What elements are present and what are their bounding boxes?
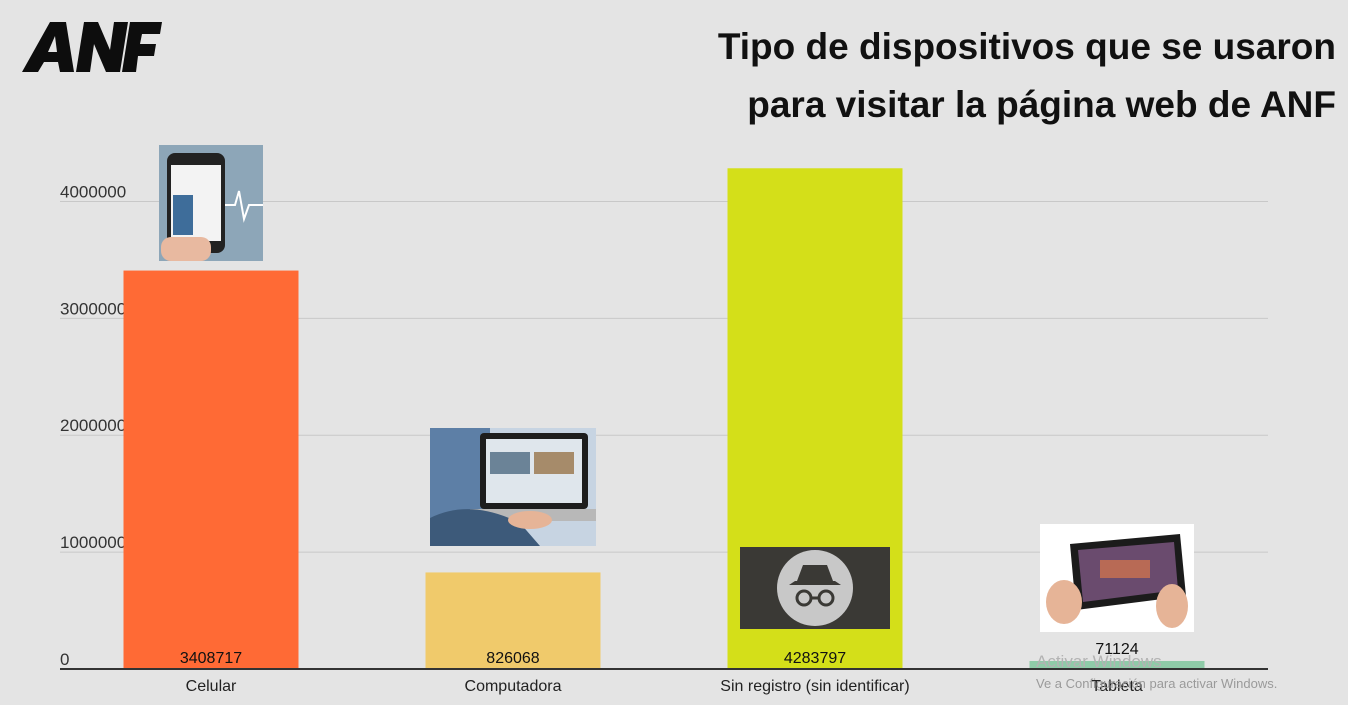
y-tick-label: 4000000 xyxy=(60,182,126,201)
y-tick-label: 2000000 xyxy=(60,416,126,435)
data-label: 826068 xyxy=(486,650,539,667)
data-label: 4283797 xyxy=(784,650,846,667)
laptop-photo-icon xyxy=(430,428,596,546)
incognito-icon xyxy=(740,547,890,629)
y-tick-label: 1000000 xyxy=(60,533,126,552)
chart-title-line-2: para visitar la página web de ANF xyxy=(747,84,1336,125)
data-label: 3408717 xyxy=(180,650,242,667)
chart-title-line-1: Tipo de dispositivos que se usaron xyxy=(717,26,1336,67)
y-tick-label: 0 xyxy=(60,650,69,669)
bar xyxy=(425,572,601,669)
bar xyxy=(123,270,299,669)
x-tick-label: Sin registro (sin identificar) xyxy=(720,678,909,695)
tablet-photo-icon xyxy=(1040,524,1194,632)
windows-activation-title: Activar Windows xyxy=(1036,652,1162,671)
anf-logo xyxy=(22,22,162,72)
chart-title: Tipo de dispositivos que se usaron para … xyxy=(636,18,1336,134)
x-tick-label: Computadora xyxy=(465,678,562,695)
data-label: 71124 xyxy=(1095,641,1138,658)
smartphone-photo-icon xyxy=(159,145,263,261)
bar xyxy=(1029,661,1205,669)
x-tick-label: Tableta xyxy=(1091,678,1143,695)
y-tick-label: 3000000 xyxy=(60,299,126,318)
x-tick-label: Celular xyxy=(186,678,237,695)
windows-activation-text: Ve a Configuración para activar Windows. xyxy=(1036,676,1278,691)
